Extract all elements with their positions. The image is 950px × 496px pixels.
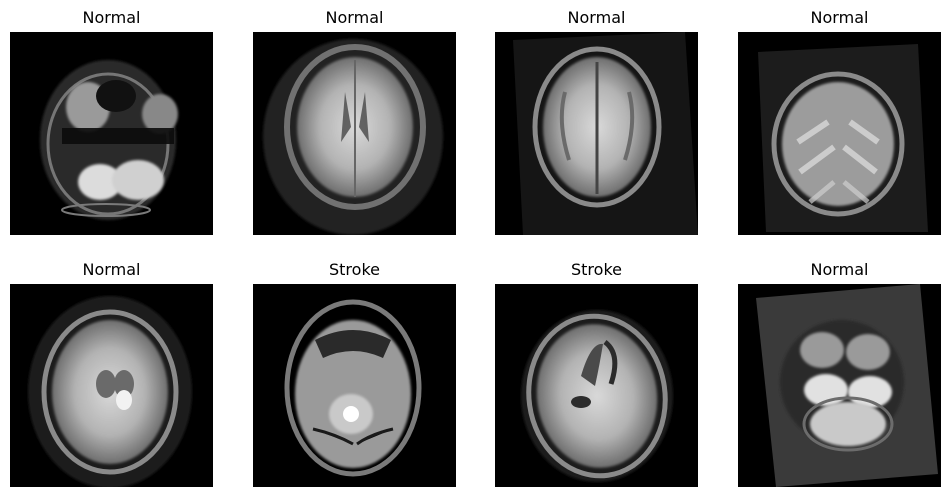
- mri-scan-8: [738, 284, 941, 487]
- mri-scan-6: [253, 284, 456, 487]
- mri-scan-7: [495, 284, 698, 487]
- panel-7-title: Stroke: [571, 260, 622, 279]
- mri-scan-3: [495, 32, 698, 235]
- panel-4-title: Normal: [810, 8, 869, 27]
- mri-scan-2: [253, 32, 456, 235]
- panel-6-title: Stroke: [329, 260, 380, 279]
- panel-2-title: Normal: [325, 8, 384, 27]
- panel-1-title: Normal: [82, 8, 141, 27]
- panel-8-title: Normal: [810, 260, 869, 279]
- mri-scan-5: [10, 284, 213, 487]
- mri-scan-4: [738, 32, 941, 235]
- mri-scan-1: [10, 32, 213, 235]
- panel-3-title: Normal: [567, 8, 626, 27]
- panel-5-title: Normal: [82, 260, 141, 279]
